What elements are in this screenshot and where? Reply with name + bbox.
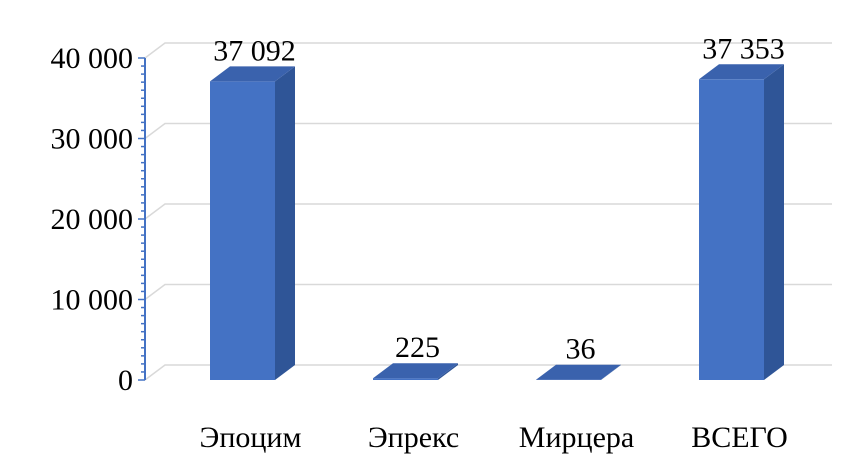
category-label: Эпрекс (368, 421, 459, 454)
bar-top (699, 64, 784, 80)
data-label: 37 092 (213, 34, 296, 67)
y-tick-labels: 0 10 000 20 000 30 000 40 000 (51, 42, 134, 397)
y-axis (138, 57, 146, 381)
gridline (144, 203, 832, 220)
y-tick-label: 40 000 (51, 42, 134, 75)
bars (210, 64, 784, 381)
bar-front (699, 79, 764, 380)
bar-front (210, 81, 275, 381)
gridline (144, 42, 832, 59)
bar (373, 363, 458, 380)
data-label: 225 (395, 331, 440, 364)
bar-side (275, 66, 295, 381)
category-label: ВСЕГО (691, 421, 788, 454)
bar-top (210, 66, 295, 82)
bar (699, 64, 784, 380)
data-label: 36 (566, 333, 596, 366)
bar-top (536, 364, 621, 380)
category-label: Эпоцим (200, 421, 302, 454)
data-label: 37 353 (702, 32, 785, 65)
bar-side (438, 363, 458, 380)
bar-top (373, 363, 458, 379)
bar (210, 66, 295, 381)
gridline (144, 283, 832, 301)
bar-side (601, 364, 621, 380)
category-labels: Эпоцим Эпрекс Мирцера ВСЕГО (200, 421, 788, 454)
y-tick-label: 20 000 (51, 203, 134, 236)
y-tick-label: 0 (118, 364, 133, 397)
category-label: Мирцера (519, 421, 634, 454)
gridline (144, 122, 832, 140)
bar (536, 364, 621, 380)
y-tick-label: 10 000 (51, 284, 134, 317)
y-tick-label: 30 000 (51, 123, 134, 156)
bar-side (764, 64, 784, 380)
bar-front (373, 378, 438, 380)
data-labels: 37 092 225 36 37 353 (213, 32, 785, 365)
